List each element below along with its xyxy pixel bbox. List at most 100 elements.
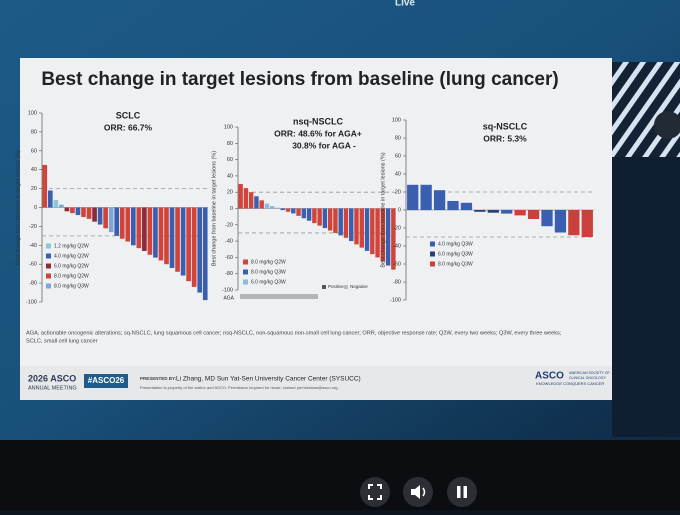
y-tick-label: -80 bbox=[393, 279, 401, 285]
y-tick-label: 20 bbox=[395, 189, 401, 195]
y-tick-label: -60 bbox=[393, 261, 401, 267]
bar bbox=[447, 201, 459, 210]
chart-title: SCLC bbox=[116, 110, 141, 120]
bar bbox=[103, 207, 108, 229]
bar bbox=[280, 208, 285, 211]
bar bbox=[169, 207, 175, 268]
legend-label: 8.0 mg/kg Q2W bbox=[251, 259, 286, 265]
legend-label: 8.0 mg/kg Q2W bbox=[54, 273, 89, 279]
legend-label: 6.0 mg/kg Q3W bbox=[251, 279, 286, 285]
y-tick-label: -100 bbox=[222, 287, 233, 293]
bar bbox=[354, 208, 359, 245]
bar bbox=[306, 208, 312, 221]
y-tick-label: -80 bbox=[29, 281, 37, 287]
legend-swatch bbox=[243, 279, 248, 285]
bar bbox=[487, 210, 499, 213]
bar bbox=[391, 208, 396, 270]
bar bbox=[158, 207, 164, 261]
chart-subtitle: ORR: 5.3% bbox=[483, 133, 527, 143]
logo: ASCO bbox=[535, 371, 564, 382]
y-tick-label: -20 bbox=[393, 225, 401, 231]
side-image bbox=[612, 62, 680, 157]
y-tick-label: 40 bbox=[31, 167, 37, 173]
logo-sub: CLINICAL ONCOLOGY bbox=[569, 376, 606, 380]
y-tick-label: 40 bbox=[227, 173, 233, 179]
chart-title: nsq-NSCLC bbox=[293, 116, 343, 126]
slide-title: Best change in target lesions from basel… bbox=[41, 69, 558, 90]
bar bbox=[153, 207, 158, 258]
y-tick-label: -40 bbox=[29, 243, 37, 249]
legend-swatch bbox=[46, 283, 51, 289]
bar bbox=[186, 207, 191, 282]
legend-label: 8.0 mg/kg Q3W bbox=[251, 269, 286, 275]
legend-label: Positive bbox=[328, 284, 344, 289]
bar bbox=[338, 208, 343, 236]
bar bbox=[541, 210, 553, 227]
bar bbox=[514, 210, 526, 216]
bar bbox=[197, 207, 203, 293]
bar bbox=[327, 208, 333, 231]
legend-label: 6.0 mg/kg Q3W bbox=[438, 251, 473, 257]
bar bbox=[317, 208, 322, 226]
bar bbox=[275, 207, 280, 209]
bar bbox=[180, 207, 186, 276]
y-tick-label: -40 bbox=[225, 239, 233, 245]
bar bbox=[291, 208, 296, 214]
bar bbox=[86, 207, 92, 219]
side-image-dark bbox=[612, 157, 680, 437]
bar bbox=[248, 192, 254, 209]
presenter: Li Zhang, MD Sun Yat-Sen University Canc… bbox=[176, 376, 361, 383]
permission: Presentation is property of the author a… bbox=[140, 385, 339, 390]
bar bbox=[407, 184, 419, 210]
bar bbox=[375, 208, 380, 258]
volume-button[interactable] bbox=[403, 477, 433, 507]
bar bbox=[285, 208, 291, 212]
y-tick-label: -80 bbox=[225, 271, 233, 277]
bar bbox=[142, 207, 147, 251]
bar bbox=[81, 207, 86, 217]
bar bbox=[380, 208, 386, 262]
y-tick-label: 0 bbox=[398, 207, 401, 213]
bar bbox=[301, 208, 307, 219]
bar bbox=[243, 188, 249, 209]
logo-tag: KNOWLEDGE CONQUERS CANCER bbox=[536, 381, 604, 386]
bar bbox=[64, 207, 70, 212]
legend-swatch bbox=[46, 263, 51, 269]
chart-title: sq-NSCLC bbox=[483, 121, 528, 131]
y-tick-label: 60 bbox=[227, 157, 233, 163]
legend-swatch bbox=[322, 285, 326, 289]
bar bbox=[264, 203, 270, 209]
legend-label: 6.0 mg/kg Q2W bbox=[54, 263, 89, 269]
legend-label: 8.0 mg/kg Q3W bbox=[54, 283, 89, 289]
bar bbox=[460, 202, 473, 210]
bar bbox=[420, 184, 432, 210]
bar bbox=[554, 210, 567, 233]
bar bbox=[125, 207, 131, 242]
y-tick-label: 0 bbox=[230, 206, 233, 212]
fullscreen-button[interactable] bbox=[360, 477, 390, 507]
legend-swatch bbox=[46, 243, 51, 249]
y-axis-label: Best change from baseline in target lesi… bbox=[380, 152, 386, 267]
legend-swatch bbox=[46, 253, 51, 259]
y-tick-label: -100 bbox=[26, 299, 37, 305]
bar bbox=[130, 207, 136, 246]
pause-button[interactable] bbox=[447, 477, 477, 507]
bar bbox=[270, 206, 275, 209]
legend-swatch bbox=[243, 269, 248, 275]
bar bbox=[70, 207, 75, 214]
bar bbox=[75, 207, 81, 216]
y-tick-label: 20 bbox=[227, 190, 233, 196]
legend-label: 4.0 mg/kg Q2W bbox=[54, 253, 89, 259]
player-bar bbox=[0, 440, 680, 510]
y-tick-label: -20 bbox=[29, 224, 37, 230]
bar bbox=[202, 207, 208, 301]
chart-subtitle: ORR: 66.7% bbox=[104, 122, 153, 132]
y-tick-label: 80 bbox=[31, 129, 37, 135]
bar bbox=[527, 210, 540, 219]
y-tick-label: 60 bbox=[31, 148, 37, 154]
bar bbox=[164, 207, 169, 265]
legend-swatch bbox=[430, 261, 435, 267]
bar bbox=[370, 208, 375, 255]
y-tick-label: 20 bbox=[31, 186, 37, 192]
